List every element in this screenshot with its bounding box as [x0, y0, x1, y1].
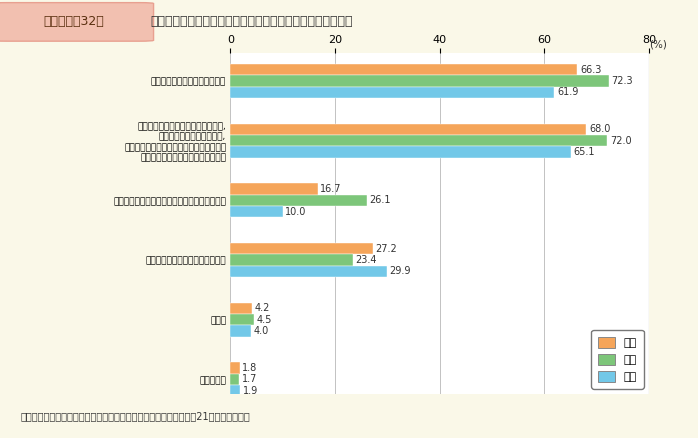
Bar — [230, 75, 609, 87]
Text: 1.8: 1.8 — [242, 363, 258, 373]
Legend: 総数, 女性, 男性: 総数, 女性, 男性 — [591, 330, 644, 389]
Bar — [230, 266, 387, 277]
Bar — [230, 374, 239, 385]
Bar — [230, 243, 373, 254]
Bar — [230, 87, 554, 98]
Bar — [230, 135, 607, 146]
Text: 第１－特－32図: 第１－特－32図 — [43, 14, 104, 28]
Text: 61.9: 61.9 — [557, 87, 579, 97]
Bar — [230, 64, 577, 75]
Text: 29.9: 29.9 — [389, 266, 411, 276]
Text: 27.2: 27.2 — [376, 244, 397, 254]
Bar — [230, 362, 240, 374]
Bar — [230, 124, 586, 135]
Bar — [230, 194, 367, 206]
Text: 4.5: 4.5 — [257, 315, 272, 325]
Text: 23.4: 23.4 — [355, 255, 377, 265]
Bar — [230, 184, 318, 194]
Bar — [230, 385, 240, 396]
Text: 72.3: 72.3 — [611, 76, 633, 86]
Text: （備考）内閣府「男女のライフスタイルに関する意識調査」（平成21年）より作成。: （備考）内閣府「男女のライフスタイルに関する意識調査」（平成21年）より作成。 — [21, 411, 251, 421]
Text: 16.7: 16.7 — [320, 184, 342, 194]
Bar — [230, 325, 251, 337]
Text: 66.3: 66.3 — [580, 65, 602, 74]
Text: 4.0: 4.0 — [254, 326, 269, 336]
Bar — [230, 254, 352, 266]
Text: 26.1: 26.1 — [370, 195, 391, 205]
Text: 72.0: 72.0 — [610, 136, 632, 146]
Text: 68.0: 68.0 — [589, 124, 610, 134]
Text: 1.9: 1.9 — [243, 386, 258, 396]
Bar — [230, 206, 283, 217]
Text: 女性に能力向上の機会が少ない理由（性別）（複数回答）: 女性に能力向上の機会が少ない理由（性別）（複数回答） — [150, 14, 352, 28]
Bar — [230, 303, 253, 314]
Text: 10.0: 10.0 — [285, 207, 306, 217]
Bar — [230, 314, 254, 325]
Text: 65.1: 65.1 — [574, 147, 595, 157]
Text: 4.2: 4.2 — [255, 304, 270, 313]
Bar — [230, 146, 571, 158]
Text: (%): (%) — [649, 40, 667, 50]
Text: 1.7: 1.7 — [242, 374, 258, 385]
FancyBboxPatch shape — [0, 3, 154, 41]
